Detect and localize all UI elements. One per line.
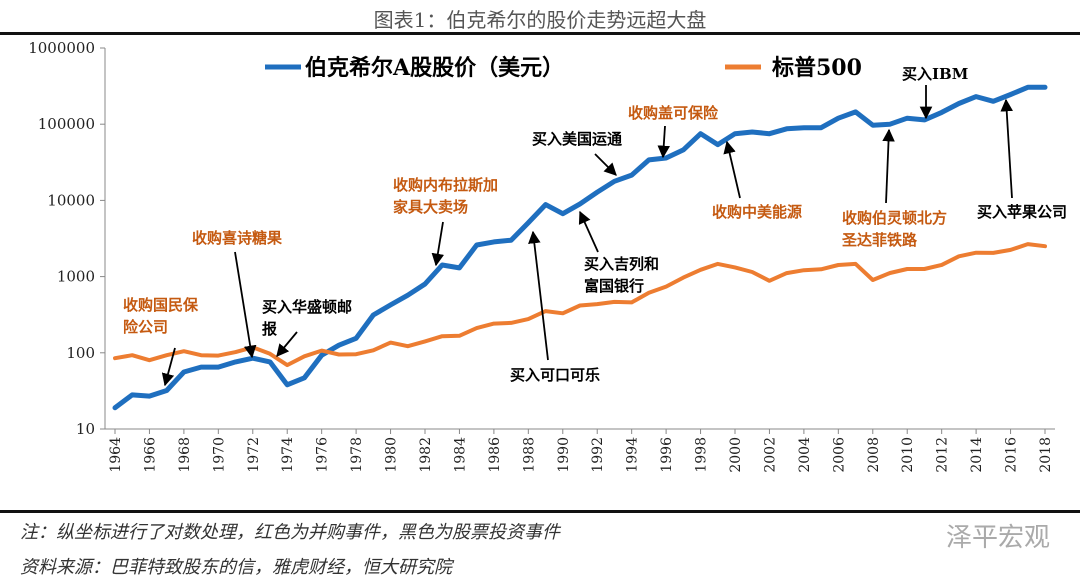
x-tick-label: 2006 (831, 437, 847, 473)
series-line-sp500 (113, 242, 1047, 368)
x-tick-label: 1984 (452, 437, 468, 473)
x-tick-label: 2012 (935, 437, 951, 473)
annotation-arrow (594, 153, 617, 176)
annotation-label: 买入吉列和 (584, 255, 659, 273)
x-tick-label: 1978 (349, 437, 365, 473)
x-tick-label: 2002 (762, 437, 778, 473)
legend-label: 伯克希尔A股股价（美元） (305, 55, 564, 81)
x-tick-label: 2004 (797, 437, 813, 473)
x-tick-label: 1982 (418, 437, 434, 473)
x-tick-label: 1988 (521, 437, 537, 473)
annotation-arrow (276, 331, 298, 357)
annotation-label: 圣达菲铁路 (841, 231, 918, 249)
x-tick-label: 1968 (177, 437, 193, 473)
y-tick-label: 100 (66, 344, 95, 362)
bottom-rule (0, 510, 1080, 513)
annotation-arrow (161, 347, 176, 387)
annotation-label: 买入可口可乐 (510, 366, 600, 384)
chart-title: 图表1：伯克希尔的股价走势远超大盘 (373, 8, 707, 32)
x-tick-label: 1970 (211, 437, 227, 473)
y-tick-label: 1000 (57, 268, 95, 286)
x-tick-label: 1998 (694, 437, 710, 473)
annotation-label: 收购喜诗糖果 (192, 229, 283, 247)
annotation-arrow (431, 221, 445, 267)
annotation-arrow (882, 128, 895, 204)
footnote: 注：纵坐标进行了对数处理，红色为并购事件，黑色为股票投资事件 (20, 522, 560, 543)
x-tick-label: 2000 (728, 437, 744, 473)
annotation-label: 报 (262, 320, 277, 338)
x-tick-label: 1980 (384, 437, 400, 473)
x-tick-label: 2008 (866, 437, 882, 473)
x-tick-label: 2016 (1004, 437, 1020, 473)
x-tick-label: 1996 (659, 437, 675, 473)
annotation-arrow (528, 230, 549, 361)
annotation-label: 收购中美能源 (712, 203, 802, 221)
annotation-label: 买入美国运通 (532, 130, 622, 148)
annotation-arrow (234, 251, 257, 359)
watermark: 泽平宏观 (945, 523, 1050, 553)
annotation-label: 收购国民保 (123, 296, 199, 314)
y-tick-label: 10000 (47, 191, 95, 209)
x-tick-label: 2014 (969, 437, 985, 473)
annotation-label: 险公司 (123, 318, 168, 336)
annotation-label: 买入华盛顿邮 (262, 298, 352, 316)
annotation-label: 收购盖可保险 (628, 104, 719, 122)
annotation-arrow (657, 125, 671, 159)
legend-label: 标普500 (772, 55, 862, 81)
x-tick-label: 2018 (1038, 437, 1054, 473)
y-tick-label: 100000 (38, 115, 95, 133)
annotation-label: 收购伯灵顿北方 (842, 209, 947, 227)
x-tick-label: 1994 (625, 437, 641, 473)
x-tick-label: 1992 (590, 437, 606, 473)
source-note: 资料来源：巴菲特致股东的信，雅虎财经，恒大研究院 (20, 557, 452, 578)
annotation-label: 家具大卖场 (393, 198, 468, 216)
y-tick-label: 1000000 (28, 39, 95, 57)
annotation-arrow (723, 140, 741, 199)
annotation-arrow (1000, 98, 1013, 199)
annotation-label: 收购内布拉斯加 (393, 176, 498, 194)
x-tick-label: 1976 (315, 437, 331, 473)
y-tick-label: 10 (76, 420, 95, 438)
annotation-label: 富国银行 (584, 277, 644, 295)
x-tick-label: 1966 (142, 437, 158, 473)
annotation-arrow (578, 210, 599, 253)
x-tick-label: 1986 (487, 437, 503, 473)
x-tick-label: 1964 (108, 437, 124, 473)
x-tick-label: 1990 (556, 437, 572, 473)
x-tick-label: 2010 (900, 437, 916, 473)
series-line-berkshire (112, 84, 1048, 411)
annotation-label: 买入苹果公司 (977, 203, 1067, 221)
x-tick-label: 1974 (280, 437, 296, 473)
top-rule (0, 32, 1080, 35)
annotation-label: 买入IBM (902, 65, 968, 83)
x-tick-label: 1972 (246, 437, 262, 473)
